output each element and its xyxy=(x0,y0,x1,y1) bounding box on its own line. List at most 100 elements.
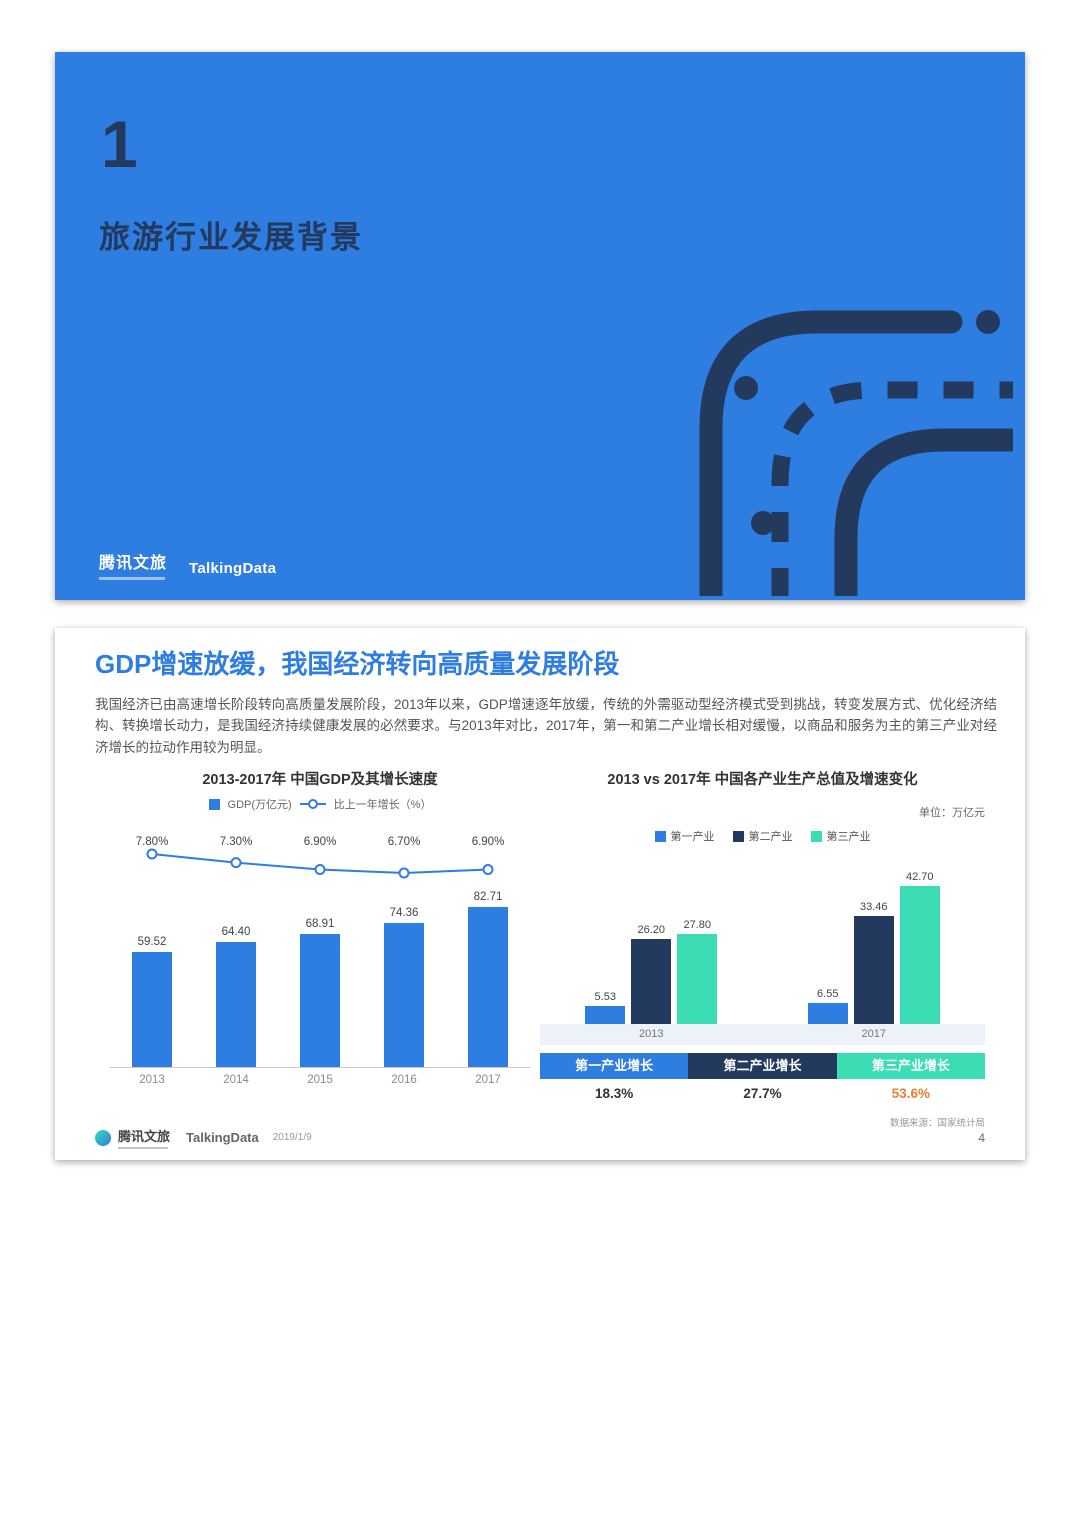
industry-bar-group: 6.55 33.46 42.70 xyxy=(763,871,986,1024)
gdp-bar xyxy=(468,907,508,1067)
gdp-chart-legend: GDP(万亿元) 比上一年增长（%） xyxy=(110,796,530,812)
industry-bar xyxy=(807,1003,848,1024)
industry-bar xyxy=(585,1006,626,1024)
growth-segment: 第一产业增长 xyxy=(540,1053,689,1079)
gdp-years: 2013 2014 2015 2016 2017 xyxy=(110,1068,530,1086)
gdp-chart: 2013-2017年 中国GDP及其增长速度 GDP(万亿元) 比上一年增长（%… xyxy=(110,768,530,1086)
growth-value: 18.3% xyxy=(595,1086,634,1101)
gdp-growth-value: 7.80% xyxy=(135,836,169,848)
industry-bars: 5.53 26.20 27.80 6.55 33.46 42.70 xyxy=(540,852,985,1024)
tencent-wenlv-logo-icon xyxy=(95,1129,111,1146)
industry-chart-title: 2013 vs 2017年 中国各产业生产总值及增速变化 xyxy=(607,772,918,788)
gdp-bar-value: 68.91 xyxy=(305,918,335,930)
gdp-year-label: 2015 xyxy=(307,1074,333,1086)
industry-bar xyxy=(853,916,894,1024)
gdp-legend-swatch xyxy=(208,798,220,810)
legend-label: 第三产业 xyxy=(826,831,871,843)
gdp-growth-line xyxy=(146,848,494,879)
industry-bar-column: 5.53 xyxy=(585,991,626,1024)
industry-chart: 2013 vs 2017年 中国各产业生产总值及增速变化 单位：万亿元 第一产业… xyxy=(540,768,985,1129)
growth-legend-label: 比上一年增长（%） xyxy=(333,799,432,811)
industry-legend: 第一产业 第二产业 第三产业 xyxy=(540,828,985,844)
legend-item: 第三产业 xyxy=(810,828,871,844)
gdp-bar-column: 82.71 xyxy=(446,891,530,1067)
gdp-year-label: 2014 xyxy=(223,1074,249,1086)
industry-bar-column: 42.70 xyxy=(899,871,940,1024)
page-number: 4 xyxy=(978,1130,985,1145)
growth-value: 53.6% xyxy=(891,1086,930,1101)
section-number: 1 xyxy=(101,107,138,181)
gdp-legend-label: GDP(万亿元) xyxy=(227,799,292,811)
legend-label: 第二产业 xyxy=(748,831,793,843)
growth-values: 18.3% 27.7% 53.6% xyxy=(540,1086,985,1101)
industry-bar-group: 5.53 26.20 27.80 xyxy=(540,919,763,1024)
industry-bar-column: 26.20 xyxy=(631,924,672,1024)
cover-slide: 1 旅游行业发展背景 腾讯文旅 TalkingData xyxy=(55,52,1025,600)
gdp-bar xyxy=(132,952,172,1067)
gdp-bar-column: 68.91 xyxy=(278,918,362,1067)
gdp-bar-value: 74.36 xyxy=(389,907,419,919)
industry-year-label: 2013 xyxy=(639,1028,664,1040)
slide-paragraph: 我国经济已由高速增长阶段转向高质量发展阶段，2013年以来，GDP增速逐年放缓，… xyxy=(95,697,997,755)
gdp-bar-value: 82.71 xyxy=(473,891,503,903)
gdp-year-label: 2016 xyxy=(391,1074,417,1086)
legend-item: 第一产业 xyxy=(654,828,715,844)
footer-talkingdata-wordmark: TalkingData xyxy=(186,1130,259,1145)
industry-bar xyxy=(631,939,672,1024)
industry-bar-value: 27.80 xyxy=(683,919,712,931)
legend-swatch xyxy=(732,830,744,842)
industry-bar-column: 33.46 xyxy=(853,901,894,1024)
industry-bar-value: 33.46 xyxy=(859,901,888,913)
growth-segment: 第二产业增长 xyxy=(688,1053,837,1079)
industry-years: 2013 2017 xyxy=(540,1024,985,1045)
gdp-growth-labels: 7.80% 7.30% 6.90% 6.70% 6.90% xyxy=(110,836,530,848)
footer-brand-primary: 腾讯文旅 xyxy=(118,1129,171,1144)
gdp-growth-value: 6.90% xyxy=(303,836,337,848)
gdp-bar xyxy=(216,942,256,1067)
gdp-bar-column: 59.52 xyxy=(110,936,194,1067)
industry-bar-column: 27.80 xyxy=(677,919,718,1024)
footer-brand-primary-wrap: 腾讯文旅 xyxy=(118,1126,170,1149)
growth-segment: 第三产业增长 xyxy=(836,1053,985,1079)
growth-value: 27.7% xyxy=(743,1086,782,1101)
talkingdata-wordmark: TalkingData xyxy=(189,560,277,577)
industry-bar xyxy=(899,886,940,1024)
legend-swatch xyxy=(810,830,822,842)
gdp-bar-value: 64.40 xyxy=(221,926,251,938)
gdp-bars: 59.52 64.40 68.91 74.36 82.71 xyxy=(110,882,530,1068)
content-slide: GDP增速放缓，我国经济转向高质量发展阶段 我国经济已由高速增长阶段转向高质量发… xyxy=(55,628,1025,1160)
legend-swatch xyxy=(654,830,666,842)
growth-segments: 第一产业增长 第二产业增长 第三产业增长 xyxy=(540,1053,985,1079)
road-curve-graphic xyxy=(699,310,1013,596)
data-source: 数据来源：国家统计局 xyxy=(889,1118,985,1129)
footer-brand-tagline-line xyxy=(118,1147,168,1149)
industry-year-label: 2017 xyxy=(861,1028,886,1040)
gdp-bar-value: 59.52 xyxy=(137,936,167,948)
legend-item: 第二产业 xyxy=(732,828,793,844)
industry-bar-value: 26.20 xyxy=(637,924,666,936)
growth-line-legend-marker xyxy=(299,799,326,809)
gdp-growth-value: 6.70% xyxy=(387,836,421,848)
tencent-wenlv-wordmark: 腾讯文旅 xyxy=(99,549,167,580)
gdp-growth-value: 7.30% xyxy=(219,836,253,848)
industry-bar-value: 5.53 xyxy=(594,991,616,1003)
gdp-growth-value: 6.90% xyxy=(471,836,505,848)
industry-bar xyxy=(677,934,718,1024)
industry-bar-column: 6.55 xyxy=(807,988,848,1024)
unit-label: 单位：万亿元 xyxy=(919,807,985,819)
gdp-chart-title: 2013-2017年 中国GDP及其增长速度 xyxy=(202,772,438,788)
gdp-bar-column: 64.40 xyxy=(194,926,278,1067)
footer-date: 2019/1/9 xyxy=(272,1132,312,1143)
slide-title: GDP增速放缓，我国经济转向高质量发展阶段 xyxy=(95,649,620,679)
section-title: 旅游行业发展背景 xyxy=(99,220,363,255)
industry-bar-value: 42.70 xyxy=(905,871,934,883)
brand-tagline-line xyxy=(99,577,165,580)
brand-primary-label: 腾讯文旅 xyxy=(99,555,168,572)
gdp-bar xyxy=(300,934,340,1067)
industry-bar-value: 6.55 xyxy=(817,988,839,1000)
gdp-year-label: 2013 xyxy=(139,1074,165,1086)
gdp-bar xyxy=(384,923,424,1067)
slide-footer: 腾讯文旅 TalkingData 2019/1/9 4 xyxy=(95,1126,985,1149)
gdp-bar-column: 74.36 xyxy=(362,907,446,1067)
cover-brand-lockup: 腾讯文旅 TalkingData xyxy=(99,549,276,580)
